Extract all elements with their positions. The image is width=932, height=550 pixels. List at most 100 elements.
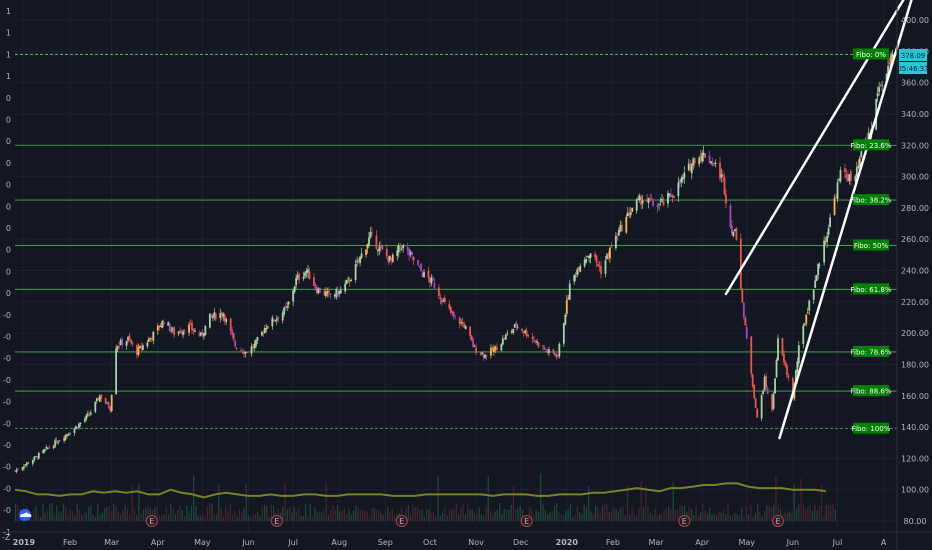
tradingview-logo[interactable] (19, 509, 32, 521)
candle-body (533, 340, 535, 341)
volume-bar (791, 513, 793, 521)
candle-body (815, 275, 818, 281)
volume-bar (254, 514, 256, 521)
earnings-marker[interactable] (678, 515, 691, 527)
candle-body (692, 158, 695, 165)
candle-body (85, 415, 88, 419)
candle-body (241, 351, 244, 353)
volume-bar (757, 504, 759, 521)
candle-body (115, 348, 118, 395)
candle-body (67, 434, 70, 436)
volume-bar (542, 504, 544, 521)
candle-body (742, 302, 745, 318)
candle-body (356, 261, 358, 263)
left-axis-label: -0 (3, 333, 11, 342)
candle-body (857, 165, 860, 168)
candle-body (202, 333, 205, 337)
volume-bar (177, 509, 179, 521)
volume-bar (521, 509, 524, 521)
candle-body (588, 255, 591, 259)
volume-bar (261, 506, 263, 521)
candle-body (585, 258, 588, 263)
countdown-label: 05:46:37 (897, 65, 928, 73)
candle-body (423, 271, 425, 277)
trend-lines[interactable] (724, 0, 915, 440)
candle-body (411, 252, 414, 255)
earnings-marker[interactable] (520, 515, 533, 527)
candle-body (235, 347, 238, 349)
candle-body (152, 331, 155, 341)
volume-bar (754, 513, 756, 521)
volume-bar (770, 508, 772, 521)
volume-bar (410, 514, 412, 521)
volume-bar (834, 509, 836, 521)
volume-bar (391, 508, 393, 521)
volume-bar (480, 514, 482, 521)
earnings-marker[interactable] (772, 515, 785, 527)
volume-bar (104, 507, 106, 521)
volume-bar (736, 514, 738, 521)
candle-body (359, 256, 361, 264)
candle-body (494, 346, 497, 350)
trend-line[interactable] (724, 0, 915, 296)
volume-bar (615, 509, 617, 521)
fibonacci-label: Fibo: 50% (854, 242, 889, 250)
candle-body (37, 452, 40, 459)
candle-body (214, 313, 217, 320)
candle-body (128, 335, 131, 340)
left-axis-label: -0 (3, 484, 11, 493)
candle-body (377, 250, 379, 252)
candle-body (385, 249, 388, 257)
earnings-marker[interactable] (145, 515, 158, 527)
volume-bar (149, 507, 151, 521)
volume-bar (416, 506, 419, 521)
volume-bar (565, 511, 567, 521)
candle-body (442, 300, 445, 302)
volume-bar (97, 504, 99, 521)
candle-body (501, 338, 504, 345)
volume-bar (738, 514, 741, 521)
volume-bar (430, 512, 432, 521)
fibonacci-label: Fibo: 100% (852, 425, 891, 433)
fibonacci-label: Fibo: 38.2% (850, 197, 891, 205)
candle-body (662, 201, 665, 206)
candle-body (360, 253, 363, 258)
time-axis[interactable]: 2019 Feb Mar Apr May Jun Jul Aug Sep Oct Nov Dec 202… (0, 531, 932, 547)
candle-body (107, 402, 110, 408)
earnings-marker[interactable] (270, 515, 283, 527)
candle-body (652, 200, 654, 206)
earnings-marker[interactable] (395, 515, 408, 527)
candle-body (458, 317, 461, 325)
volume-bar (802, 503, 804, 521)
candle-body (741, 289, 744, 303)
candle-body (369, 232, 372, 238)
volume-bar (567, 509, 569, 521)
candle-body (888, 62, 891, 64)
candle-body (390, 257, 393, 261)
volume-bar (665, 509, 667, 521)
earnings-marker-label: E (274, 517, 279, 526)
volume-bar (811, 510, 814, 521)
volume-bar (78, 509, 81, 521)
left-axis-label: 0 (6, 246, 11, 255)
candle-body (766, 388, 769, 395)
candle-body (826, 235, 828, 242)
candle-body (208, 313, 211, 328)
trend-line[interactable] (778, 0, 914, 440)
candle-body (619, 225, 622, 232)
candle-body (452, 312, 455, 317)
volume-bar (138, 483, 140, 521)
candle-body (878, 86, 881, 93)
volume-bar (631, 506, 633, 521)
volume-bar (113, 503, 115, 521)
candle-body (824, 241, 827, 243)
candle-body (118, 346, 121, 347)
time-tick-label: Aug (331, 538, 347, 547)
candle-body (469, 326, 472, 336)
volume-bar (501, 514, 503, 521)
candle-body (183, 331, 186, 333)
candle-body (524, 330, 527, 334)
volume-bar (126, 508, 129, 521)
